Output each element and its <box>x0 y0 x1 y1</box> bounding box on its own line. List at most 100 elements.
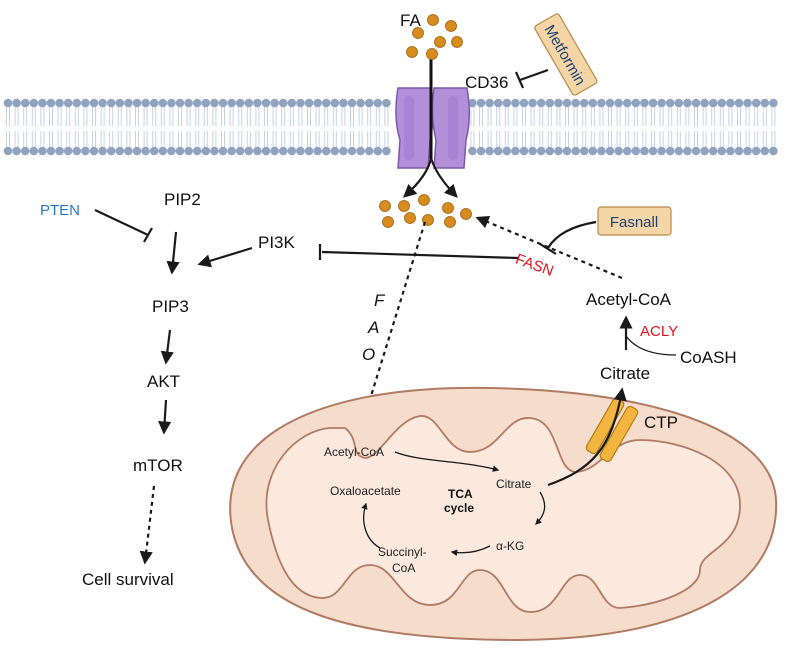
phospholipid-head <box>743 98 752 108</box>
phospholipid-head <box>235 98 245 108</box>
fasnall-box <box>597 206 672 236</box>
phospholipid-head <box>640 146 649 156</box>
cell-survival-label: Cell survival <box>82 570 174 589</box>
phospholipid-head <box>132 146 142 156</box>
phospholipid-head <box>562 98 572 108</box>
phospholipid-head <box>339 146 348 156</box>
phospholipid-head <box>674 146 684 156</box>
phospholipid-head <box>124 146 133 156</box>
phospholipid-head <box>38 146 47 156</box>
phospholipid-head <box>562 146 572 156</box>
phospholipid-head <box>717 98 727 108</box>
phospholipid-head <box>175 98 185 108</box>
phospholipid-head <box>158 98 168 108</box>
phospholipid-head <box>545 98 555 108</box>
phospholipid-head <box>184 98 193 108</box>
akt-label: AKT <box>147 372 180 391</box>
phospholipid-head <box>571 146 580 156</box>
phospholipid-head <box>63 98 73 108</box>
phospholipid-head <box>665 98 675 108</box>
tca-arrow-acetyl-citrate <box>394 451 500 472</box>
phospholipid-head <box>614 146 623 156</box>
phospholipid-head <box>201 98 211 108</box>
phospholipid-head <box>304 146 314 156</box>
phospholipid-head <box>218 146 228 156</box>
phospholipid-head <box>605 146 615 156</box>
phospholipid-head <box>210 146 219 156</box>
phospholipid-head <box>270 98 279 108</box>
phospholipid-head <box>29 98 39 108</box>
pip3-to-akt-arrow <box>160 329 174 365</box>
tca-arrow-akg-succinyl <box>450 545 491 557</box>
phospholipid-head <box>313 146 322 156</box>
pi3k-to-pip3-arrow <box>197 246 253 268</box>
phospholipid-head <box>373 98 383 108</box>
phospholipid-head <box>89 98 99 108</box>
phospholipid-head <box>330 98 340 108</box>
fasn-inhibits-pi3k-line <box>321 250 519 260</box>
phospholipid-head <box>210 98 219 108</box>
coash-label: CoASH <box>680 348 737 367</box>
phospholipid-head <box>63 146 73 156</box>
phospholipid-head <box>648 146 658 156</box>
phospholipid-head <box>605 98 615 108</box>
pi3k-label: PI3K <box>258 233 296 252</box>
phospholipid-head <box>253 98 262 108</box>
phospholipid-head <box>12 146 21 156</box>
phospholipid-head <box>278 98 288 108</box>
phospholipid-head <box>227 98 236 108</box>
phospholipid-head <box>528 146 537 156</box>
phospholipid-head <box>597 98 606 108</box>
phospholipid-head <box>468 98 477 108</box>
fao-letter: A <box>367 318 379 337</box>
phospholipid-head <box>124 98 133 108</box>
phospholipid-head <box>769 98 778 108</box>
phospholipid-head <box>622 146 632 156</box>
phospholipid-head <box>46 98 56 108</box>
mtor-label: mTOR <box>133 456 183 475</box>
phospholipid-head <box>648 98 658 108</box>
acetyl-coa-cyto-label: Acetyl-CoA <box>586 290 672 309</box>
phospholipid-head <box>347 98 357 108</box>
phospholipid-head <box>253 146 262 156</box>
tca-label-1: TCA <box>448 487 473 501</box>
phospholipid-head <box>545 146 555 156</box>
phospholipid-head <box>81 98 90 108</box>
phospholipid-head <box>192 98 202 108</box>
phospholipid-head <box>29 146 39 156</box>
phospholipid-head <box>760 98 770 108</box>
phospholipid-head <box>726 98 735 108</box>
phospholipid-head <box>218 98 228 108</box>
phospholipid-head <box>708 146 718 156</box>
phospholipid-head <box>356 146 365 156</box>
acetylcoa-to-fa-arrow <box>475 215 623 280</box>
succinyl-coa-label-1: Succinyl- <box>378 545 427 559</box>
phospholipid-head <box>683 146 692 156</box>
acly-label: ACLY <box>640 323 678 340</box>
phospholipid-head <box>347 146 357 156</box>
phospholipid-head <box>132 98 142 108</box>
phospholipid-head <box>382 98 391 108</box>
phospholipid-head <box>665 146 675 156</box>
fa-label: FA <box>400 11 421 30</box>
citrate-mito-label: Citrate <box>496 477 532 491</box>
phospholipid-head <box>141 146 150 156</box>
phospholipid-head <box>700 146 709 156</box>
phospholipid-head <box>691 146 701 156</box>
phospholipid-head <box>579 146 589 156</box>
pip2-label: PIP2 <box>164 190 201 209</box>
phospholipid-head <box>485 98 494 108</box>
alpha-kg-label: α-KG <box>496 539 524 553</box>
phospholipid-head <box>373 146 383 156</box>
phospholipid-head <box>751 146 761 156</box>
phospholipid-head <box>502 146 512 156</box>
phospholipid-head <box>769 146 778 156</box>
phospholipid-head <box>502 98 512 108</box>
phospholipid-head <box>244 98 254 108</box>
phospholipid-head <box>287 146 297 156</box>
phospholipid-head <box>115 146 125 156</box>
mitochondrion-icon <box>229 386 778 642</box>
phospholipid-head <box>622 98 632 108</box>
coash-input-line <box>625 335 677 356</box>
